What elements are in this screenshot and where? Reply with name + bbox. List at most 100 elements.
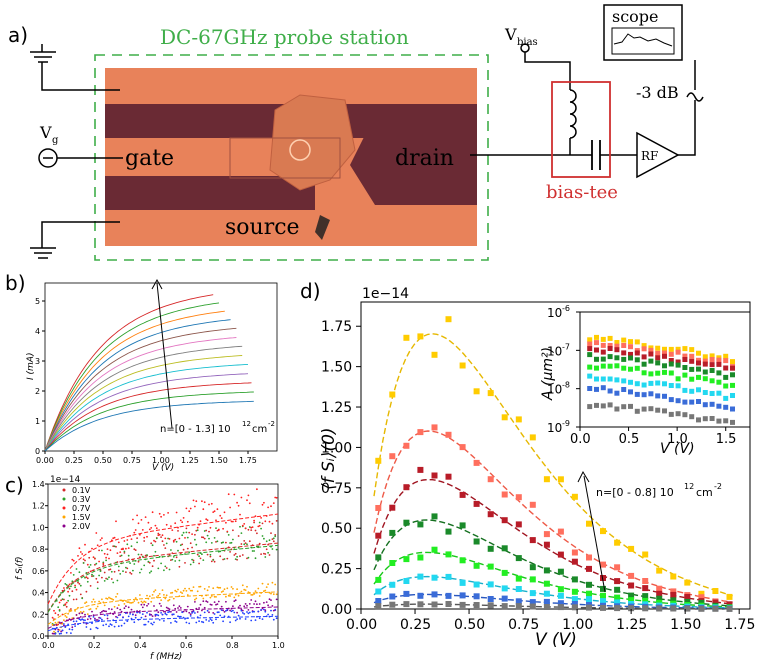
panel-d-xtick-label: 0.00 xyxy=(346,617,377,633)
noise-point-0.1V xyxy=(250,529,253,531)
inset-point-s1 xyxy=(634,339,640,345)
data-point-s7 xyxy=(487,596,494,602)
panel-c-xtick-label: 1.0 xyxy=(272,641,285,650)
data-point-s1 xyxy=(726,593,733,600)
noise-point-0.1V xyxy=(175,556,178,559)
data-point-s2 xyxy=(487,476,494,483)
data-point-s6 xyxy=(614,599,621,606)
noise-point-0.1V xyxy=(71,590,74,593)
noise-point-0.7V xyxy=(64,604,67,606)
noise-point-2.0V xyxy=(86,618,89,621)
noise-point-0.3V xyxy=(220,542,223,544)
noise-point-blue xyxy=(203,611,206,614)
fit-line-blue xyxy=(47,615,279,632)
noise-point-blue xyxy=(219,614,222,617)
inset-point-s5 xyxy=(709,378,715,384)
data-point-s5 xyxy=(375,576,382,583)
noise-point-2.0V xyxy=(233,600,236,602)
noise-point-2.0V xyxy=(163,610,165,613)
panel-c-offset: 1e−14 xyxy=(50,475,81,485)
inset-point-s1 xyxy=(594,334,599,340)
inset-point-s3 xyxy=(648,351,654,357)
noise-point-0.1V xyxy=(186,547,189,550)
noise-point-2.0V xyxy=(157,611,160,614)
inset-point-s6 xyxy=(648,380,654,386)
noise-point-0.7V xyxy=(264,520,267,523)
noise-point-0.7V xyxy=(120,548,123,551)
noise-point-blue xyxy=(248,611,251,614)
inset-point-s7 xyxy=(648,391,654,397)
noise-point-0.7V xyxy=(160,515,163,518)
legend-marker-1.5V xyxy=(62,515,66,519)
inset-point-s4 xyxy=(662,363,667,369)
noise-point-0.7V xyxy=(271,522,274,525)
noise-point-1.5V xyxy=(237,594,240,597)
noise-point-0.3V xyxy=(167,537,170,540)
data-point-s8 xyxy=(600,604,606,611)
noise-point-0.3V xyxy=(240,532,243,534)
noise-point-1.5V xyxy=(57,621,60,624)
noise-point-1.5V xyxy=(186,594,189,596)
panel-b-ytick-label: 4 xyxy=(35,327,40,336)
noise-point-0.1V xyxy=(123,552,126,554)
noise-point-0.7V xyxy=(86,563,89,566)
noise-point-0.7V xyxy=(168,538,171,540)
noise-point-0.1V xyxy=(174,538,177,541)
noise-point-0.3V xyxy=(219,550,222,553)
data-point-s6 xyxy=(543,590,550,597)
source-label: source xyxy=(225,215,300,240)
noise-point-0.3V xyxy=(75,568,78,570)
data-point-s3 xyxy=(375,532,382,539)
data-point-s7 xyxy=(431,591,438,598)
noise-point-0.3V xyxy=(260,527,262,530)
panel-c-xtick-label: 0.6 xyxy=(180,641,193,650)
noise-point-0.7V xyxy=(58,601,61,604)
inset-ytick-exp: -9 xyxy=(562,419,570,428)
noise-point-0.7V xyxy=(130,538,133,540)
vbias-label: V xyxy=(504,25,517,44)
noise-point-2.0V xyxy=(220,605,223,608)
noise-point-2.0V xyxy=(119,608,122,611)
data-point-s3 xyxy=(543,541,550,548)
noise-point-0.1V xyxy=(260,553,262,555)
noise-point-blue xyxy=(119,613,122,616)
data-point-s1 xyxy=(684,579,691,586)
noise-point-1.5V xyxy=(61,622,64,625)
noise-point-blue xyxy=(174,620,177,622)
panel-c-ytick-label: 1.2 xyxy=(32,502,45,511)
inset-point-s7 xyxy=(675,398,681,404)
panel-d-ytick-label: 0.00 xyxy=(321,602,352,618)
gate-label: gate xyxy=(125,146,174,171)
data-point-s1 xyxy=(445,316,452,323)
noise-point-blue xyxy=(86,622,89,625)
inset-point-s5 xyxy=(689,376,695,382)
noise-point-0.1V xyxy=(133,548,136,551)
noise-point-0.7V xyxy=(261,503,264,506)
noise-point-1.5V xyxy=(132,601,134,604)
inset-point-s7 xyxy=(621,387,627,392)
noise-point-blue xyxy=(163,620,165,622)
data-point-s1 xyxy=(515,416,522,423)
noise-point-0.1V xyxy=(150,542,153,545)
noise-point-1.5V xyxy=(271,581,274,584)
data-point-s5 xyxy=(529,576,536,583)
noise-point-blue xyxy=(157,614,160,617)
panel-d-ytick-label: 0.50 xyxy=(321,521,352,537)
noise-point-2.0V xyxy=(199,603,202,606)
noise-point-blue xyxy=(234,619,237,622)
inset-point-s5 xyxy=(662,369,667,375)
noise-point-0.7V xyxy=(119,551,122,553)
inset-point-s7 xyxy=(587,386,593,391)
noise-point-0.3V xyxy=(101,549,103,552)
noise-point-0.1V xyxy=(274,534,277,536)
noise-point-0.7V xyxy=(185,507,188,510)
noise-point-2.0V xyxy=(144,615,147,618)
noise-point-2.0V xyxy=(84,613,86,616)
noise-point-2.0V xyxy=(254,600,257,603)
data-point-s7 xyxy=(417,592,424,599)
noise-point-0.7V xyxy=(189,507,192,510)
data-point-s6 xyxy=(375,588,382,595)
noise-point-0.7V xyxy=(105,556,107,559)
noise-point-blue xyxy=(199,614,202,617)
panel-c-ytick-label: 0.6 xyxy=(32,567,45,576)
